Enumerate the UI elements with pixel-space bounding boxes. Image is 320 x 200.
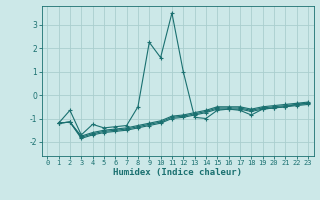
X-axis label: Humidex (Indice chaleur): Humidex (Indice chaleur) bbox=[113, 168, 242, 177]
